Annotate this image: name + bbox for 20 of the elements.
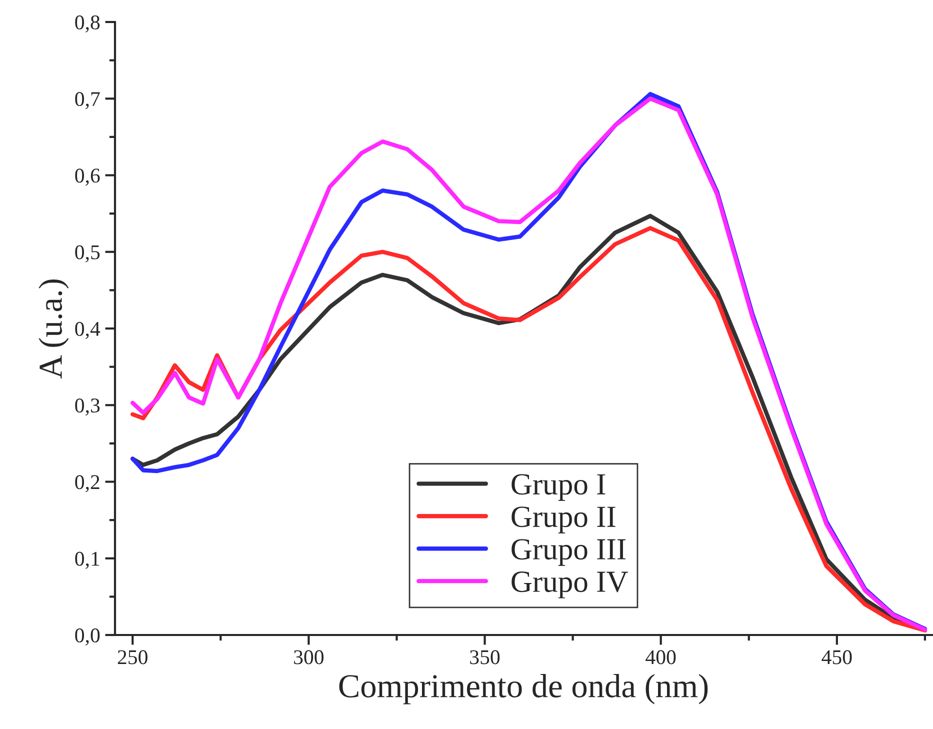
y-tick-label: 0,0	[75, 628, 100, 646]
legend-label: Grupo III	[512, 539, 626, 566]
y-tick-label: 0,2	[75, 475, 100, 492]
x-tick-label: 300	[294, 650, 324, 664]
y-tick-label: 0,5	[75, 245, 100, 262]
y-tick-label: 0,7	[75, 92, 100, 110]
x-tick-label: 400	[646, 650, 676, 664]
legend-label: Grupo II	[512, 506, 616, 534]
x-tick-label: 450	[822, 650, 852, 664]
x-axis-title: Comprimento de onda (nm)	[339, 674, 708, 704]
legend-label: Grupo I	[512, 474, 606, 501]
y-tick-label: 0,8	[75, 15, 100, 32]
y-tick-label: 0,1	[75, 552, 100, 569]
y-axis-title: A (u.a.)	[38, 280, 69, 379]
legend-label: Grupo IV	[512, 572, 628, 598]
x-tick-label: 350	[470, 650, 500, 664]
y-tick-label: 0,3	[75, 398, 100, 416]
y-tick-label: 0,4	[75, 322, 100, 339]
x-tick-label: 250	[118, 650, 148, 664]
y-tick-label: 0,6	[75, 168, 100, 186]
